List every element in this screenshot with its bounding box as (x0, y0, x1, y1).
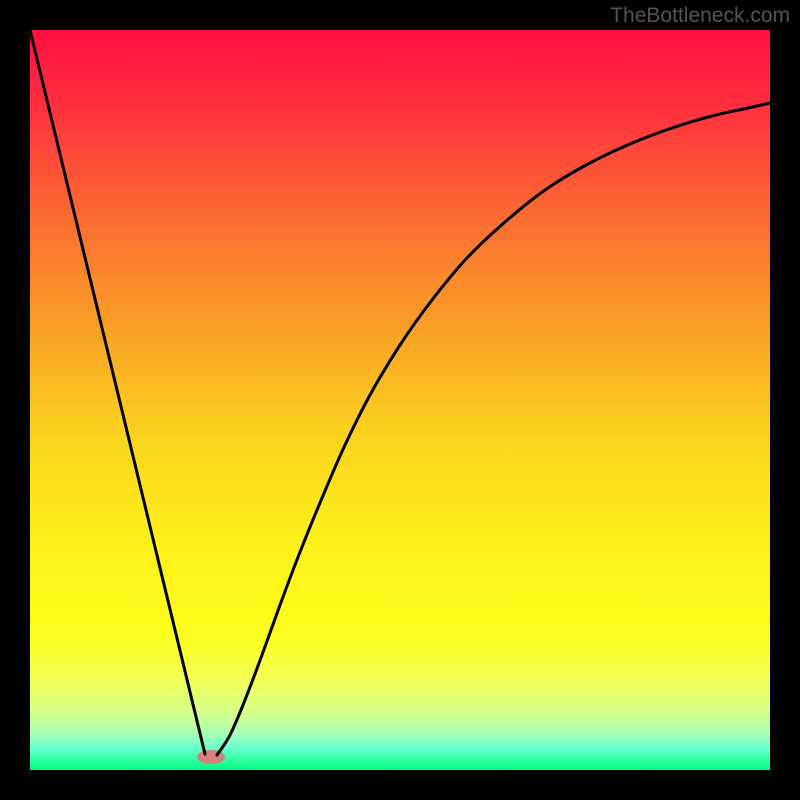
chart-svg (0, 0, 800, 800)
watermark-text: TheBottleneck.com (610, 4, 790, 28)
bottleneck-chart (0, 0, 800, 800)
